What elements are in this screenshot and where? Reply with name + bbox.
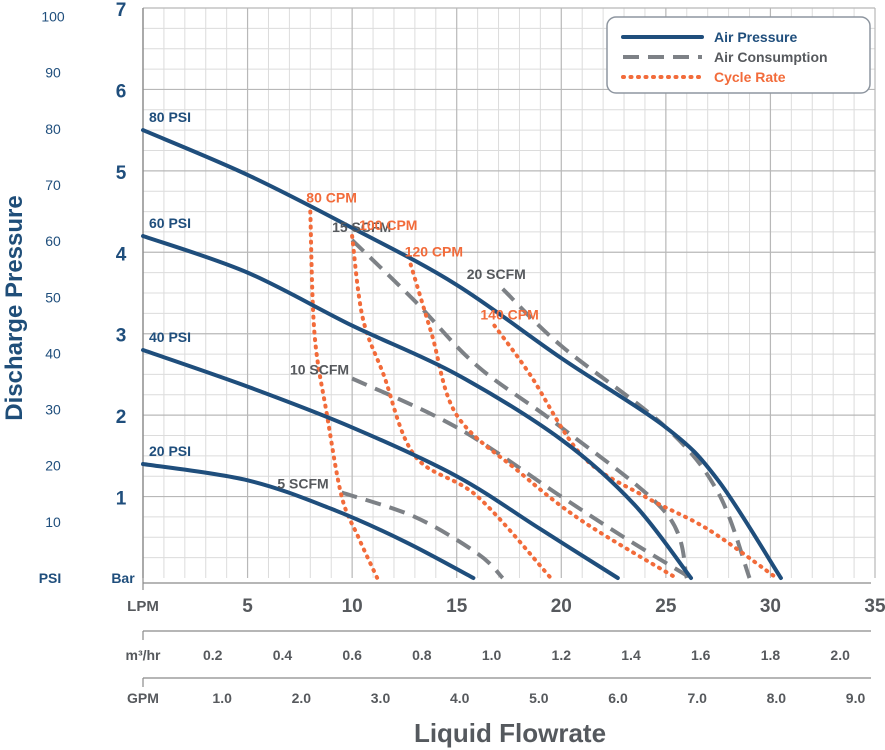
x-m3hr-tick-label: 0.4 <box>273 647 293 663</box>
series-line-20-psi <box>141 462 476 580</box>
y-psi-tick-label: 20 <box>45 458 61 474</box>
y-bar-tick-label: 7 <box>116 0 127 21</box>
y-bar-tick-label: 5 <box>116 163 127 184</box>
x-m3hr-tick-label: 1.2 <box>552 647 572 663</box>
legend-label: Air Pressure <box>714 29 797 45</box>
series-line-15-scfm <box>350 238 689 579</box>
series-label: 140 CPM <box>480 307 538 323</box>
x-lpm-tick-label: 5 <box>242 596 253 617</box>
y-psi-tick-label: 30 <box>45 402 61 418</box>
y-psi-tick-label: 100 <box>41 9 65 25</box>
x-lpm-unit-label: LPM <box>127 598 159 615</box>
x-gpm-tick-label: 6.0 <box>608 690 628 706</box>
series-line-120-cpm <box>408 262 679 580</box>
x-axis-title: Liquid Flowrate <box>414 718 606 748</box>
x-gpm-tick-label: 4.0 <box>450 690 470 706</box>
series-line-5-scfm <box>341 490 505 580</box>
y-bar-tick-label: 4 <box>116 244 127 265</box>
x-m3hr-unit-label: m³/hr <box>126 647 162 663</box>
x-lpm-tick-label: 25 <box>655 596 677 617</box>
series-line-40-psi <box>141 348 620 580</box>
x-m3hr-tick-label: 1.4 <box>621 647 641 663</box>
x-m3hr-tick-label: 0.6 <box>342 647 362 663</box>
x-gpm-unit-label: GPM <box>127 690 159 706</box>
series-label: 20 SCFM <box>467 266 526 282</box>
x-m3hr-tick-label: 0.2 <box>203 647 223 663</box>
series-label: 15 SCFM <box>332 219 391 235</box>
x-lpm-tick-label: 30 <box>760 596 781 617</box>
series-label: 80 PSI <box>149 109 191 125</box>
series-line-140-cpm <box>492 323 779 580</box>
y-axis-title: Discharge Pressure <box>1 195 28 420</box>
series-label: 120 CPM <box>405 244 463 260</box>
series-label: 60 PSI <box>149 215 191 231</box>
y-bar-tick-label: 6 <box>116 81 127 102</box>
y-psi-tick-label: 10 <box>45 514 61 530</box>
y-bar-tick-label: 1 <box>116 489 127 510</box>
series-label: 100 CPM <box>359 217 417 233</box>
y-psi-tick-label: 60 <box>45 233 61 249</box>
y-psi-tick-label: 50 <box>45 289 61 305</box>
x-lpm-tick-label: 15 <box>446 596 468 617</box>
x-m3hr-tick-label: 2.0 <box>830 647 850 663</box>
y-psi-unit-label: PSI <box>39 570 62 586</box>
x-m3hr-tick-label: 1.8 <box>761 647 781 663</box>
x-m3hr-tick-label: 1.6 <box>691 647 711 663</box>
y-psi-tick-label: 90 <box>45 65 61 81</box>
x-gpm-tick-label: 7.0 <box>687 690 707 706</box>
x-gpm-tick-label: 9.0 <box>846 690 866 706</box>
x-lpm-tick-label: 35 <box>864 596 885 617</box>
series-label: 80 CPM <box>306 190 357 206</box>
series-line-100-cpm <box>350 234 553 580</box>
series-label: 40 PSI <box>149 329 191 345</box>
series-label: 20 PSI <box>149 443 191 459</box>
series-line-10-scfm <box>351 376 693 580</box>
legend: Air Pressure Air Consumption Cycle Rate <box>606 16 871 94</box>
x-gpm-tick-label: 3.0 <box>371 690 391 706</box>
x-gpm-tick-label: 2.0 <box>292 690 312 706</box>
y-bar-tick-label: 2 <box>116 407 127 428</box>
x-gpm-tick-label: 5.0 <box>529 690 549 706</box>
y-psi-tick-label: 80 <box>45 121 61 137</box>
y-psi-tick-label: 40 <box>45 345 61 361</box>
legend-label: Cycle Rate <box>714 69 786 85</box>
x-lpm-tick-label: 10 <box>342 596 363 617</box>
series-line-80-cpm <box>308 209 380 580</box>
axes: Bar 1 2 3 4 5 6 7 PSI 10 20 30 40 50 60 70 80 90 100 LPM 5 10… <box>39 0 885 706</box>
x-gpm-tick-label: 1.0 <box>212 690 232 706</box>
curves <box>141 128 783 580</box>
y-bar-unit-label: Bar <box>111 570 135 586</box>
curve-labels: 80 PSI 60 PSI 40 PSI 20 PSI 5 SCFM 10 SCFM 15 … <box>149 109 539 491</box>
series-label: 5 SCFM <box>277 476 328 492</box>
y-bar-tick-label: 3 <box>116 326 127 347</box>
x-m3hr-tick-label: 1.0 <box>482 647 502 663</box>
x-gpm-tick-label: 8.0 <box>767 690 787 706</box>
series-line-60-psi <box>141 234 693 580</box>
series-label: 10 SCFM <box>290 362 349 378</box>
series-line-80-psi <box>141 128 783 580</box>
x-lpm-tick-label: 20 <box>551 596 572 617</box>
y-psi-tick-label: 70 <box>45 177 61 193</box>
x-m3hr-tick-label: 0.8 <box>412 647 432 663</box>
legend-label: Air Consumption <box>714 49 828 65</box>
